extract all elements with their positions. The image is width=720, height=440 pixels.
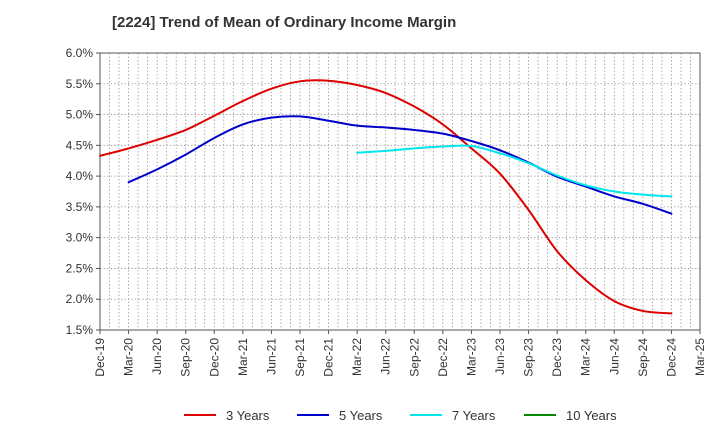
y-tick-label: 2.5%: [66, 261, 94, 275]
series-line-3-years: [99, 79, 673, 315]
series-line-5-years: [127, 115, 673, 215]
x-tick-label: Dec-22: [436, 338, 450, 377]
legend-label: 5 Years: [339, 407, 383, 423]
x-tick-label: Mar-22: [350, 338, 364, 376]
x-tick-label: Sep-20: [179, 338, 193, 377]
x-tick-label: Dec-21: [322, 338, 336, 377]
x-tick-label: Sep-22: [407, 338, 421, 377]
y-tick-label: 4.5%: [66, 138, 94, 152]
x-tick-label: Mar-21: [236, 338, 250, 376]
y-tick-label: 4.0%: [66, 169, 94, 183]
x-tick-label: Mar-23: [464, 338, 478, 376]
y-tick-label: 3.5%: [66, 200, 94, 214]
x-tick-label: Mar-20: [122, 338, 136, 376]
x-tick-label: Dec-24: [664, 338, 678, 377]
legend-swatch: [524, 414, 556, 416]
series-line-7-years: [356, 144, 673, 198]
y-tick-label: 5.5%: [66, 77, 94, 91]
legend-item-3-years: 3 Years: [184, 405, 269, 425]
legend-swatch: [410, 414, 442, 416]
legend-label: 10 Years: [566, 407, 617, 423]
x-tick-label: Jun-21: [264, 338, 278, 375]
x-tick-label: Jun-23: [493, 338, 507, 375]
y-tick-label: 1.5%: [66, 323, 94, 337]
axis-layer: 1.5% 2.0% 2.5% 3.0% 3.5% 4.0% 4.5% 5.0% 5.5% 6.0%…: [66, 46, 707, 377]
x-tick-label: Jun-22: [379, 338, 393, 375]
x-tick-label: Dec-23: [550, 338, 564, 377]
legend-label: 3 Years: [226, 407, 270, 423]
legend-swatch: [184, 414, 216, 416]
x-tick-label: Sep-24: [636, 338, 650, 377]
y-tick-label: 2.0%: [66, 292, 94, 306]
legend-item-5-years: 5 Years: [297, 405, 382, 425]
legend-swatch: [297, 414, 329, 416]
legend-item-10-years: 10 Years: [524, 405, 617, 425]
series-layer: [99, 79, 673, 315]
x-tick-label: Jun-20: [150, 338, 164, 375]
x-tick-label: Jun-24: [607, 338, 621, 375]
x-tick-label: Dec-19: [93, 338, 107, 377]
y-tick-label: 5.0%: [66, 108, 94, 122]
legend: 3 Years 5 Years 7 Years 10 Years: [0, 405, 720, 425]
x-tick-label: Dec-20: [207, 338, 221, 377]
x-tick-label: Sep-23: [522, 338, 536, 377]
x-tick-label: Mar-24: [579, 338, 593, 376]
legend-label: 7 Years: [452, 407, 496, 423]
plot-border: [99, 52, 701, 331]
x-tick-label: Sep-21: [293, 338, 307, 377]
x-tick-label: Mar-25: [693, 338, 707, 376]
y-tick-label: 6.0%: [66, 46, 94, 60]
chart-title: [2224] Trend of Mean of Ordinary Income …: [112, 14, 457, 31]
legend-item-7-years: 7 Years: [410, 405, 495, 425]
y-tick-label: 3.0%: [66, 231, 94, 245]
